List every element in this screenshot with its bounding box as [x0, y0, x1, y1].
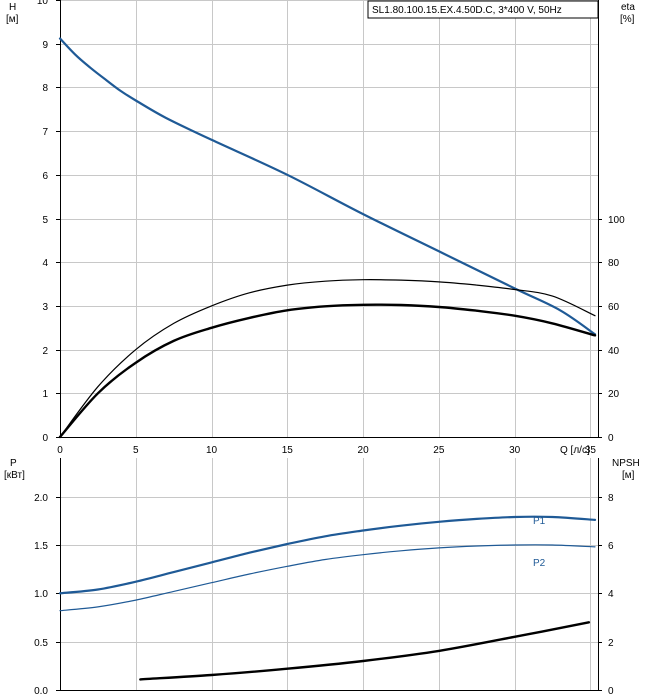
bottom-left-axis-label-line2: [кВт] [4, 470, 25, 481]
top-chart-title: SL1.80.100.15.EX.4.50D.C, 3*400 V, 50Hz [372, 5, 562, 16]
top-left-tick-label: 6 [42, 171, 48, 182]
x-tick-label: 15 [282, 445, 294, 456]
top-left-tick-label: 9 [42, 40, 48, 51]
bottom-right-tick-label: 2 [608, 638, 614, 649]
x-tick-label: 0 [57, 445, 63, 456]
series-label-p1: P1 [533, 516, 546, 527]
bottom-left-axis-label-line1: P [10, 458, 17, 469]
top-right-tick-label: 20 [608, 389, 620, 400]
top-left-axis-label-line1: H [9, 2, 16, 13]
x-tick-label: 35 [585, 445, 597, 456]
x-tick-label: 30 [509, 445, 521, 456]
top-right-axis-label-line2: [%] [620, 14, 635, 25]
bottom-left-tick-label: 1.5 [34, 541, 48, 552]
x-tick-label: 25 [433, 445, 445, 456]
top-series-line-1 [59, 279, 596, 438]
top-right-tick-label: 80 [608, 258, 620, 269]
bottom-right-tick-label: 4 [608, 589, 614, 600]
bottom-series-line-0 [58, 515, 597, 595]
top-left-tick-label: 2 [42, 346, 48, 357]
top-left-tick-label: 10 [37, 0, 49, 7]
top-series-line-0 [58, 37, 597, 336]
x-tick-label: 10 [206, 445, 218, 456]
x-tick-label: 5 [133, 445, 139, 456]
bottom-right-axis-label-line1: NPSH [612, 458, 640, 469]
top-chart-title-box: SL1.80.100.15.EX.4.50D.C, 3*400 V, 50Hz [367, 0, 599, 19]
top-right-tick-label: 0 [608, 433, 614, 444]
bottom-right-axis-label-line2: [м] [622, 470, 635, 481]
bottom-left-tick-label: 0.5 [34, 638, 48, 649]
top-left-tick-label: 7 [42, 127, 48, 138]
x-axis-label: Q [л/с] [560, 445, 590, 456]
top-left-axis-label-line2: [м] [6, 14, 19, 25]
top-left-tick-label: 3 [42, 302, 48, 313]
bottom-right-tick-label: 8 [608, 493, 614, 504]
bottom-right-tick-label: 0 [608, 686, 614, 697]
top-left-tick-label: 5 [42, 215, 48, 226]
bottom-left-tick-label: 1.0 [34, 589, 48, 600]
top-chart-series [58, 37, 597, 439]
bottom-right-tick-label: 6 [608, 541, 614, 552]
top-right-axis-label-line1: eta [621, 2, 635, 13]
top-right-tick-label: 60 [608, 302, 620, 313]
top-left-tick-label: 1 [42, 389, 48, 400]
top-right-tick-label: 100 [608, 215, 625, 226]
x-tick-label: 20 [358, 445, 370, 456]
top-series-line-2 [58, 303, 597, 439]
bottom-chart-series [58, 515, 597, 681]
bottom-left-tick-label: 0.0 [34, 686, 48, 697]
series-label-p2: P2 [533, 558, 546, 569]
bottom-series-line-1 [59, 544, 596, 612]
top-left-tick-label: 4 [42, 258, 48, 269]
bottom-series-line-2 [139, 621, 591, 681]
bottom-chart-grid: 0.0 0.5 1.0 1.5 2.0 0 2 4 6 8 [34, 458, 614, 697]
bottom-left-tick-label: 2.0 [34, 493, 48, 504]
top-left-tick-label: 8 [42, 83, 48, 94]
top-right-tick-label: 40 [608, 346, 620, 357]
top-left-tick-label: 0 [42, 433, 48, 444]
